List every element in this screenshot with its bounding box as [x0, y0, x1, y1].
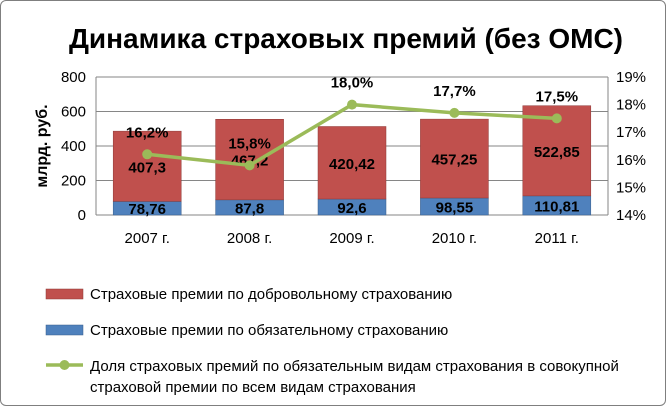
y2-tick-label: 19%: [616, 69, 646, 86]
legend-label-voluntary: Страховые премии по добровольному страхо…: [90, 286, 452, 303]
data-label-mandatory: 87,8: [235, 200, 264, 217]
data-label-share: 16,2%: [126, 124, 169, 141]
bar-voluntary: [215, 119, 284, 201]
y2-tick-label: 15%: [616, 179, 646, 196]
y-tick-label: 0: [78, 207, 86, 224]
data-label-share: 18,0%: [331, 75, 374, 92]
legend-swatch-voluntary: [45, 288, 84, 300]
data-label-mandatory: 78,76: [128, 201, 166, 218]
data-label-mandatory: 92,6: [337, 200, 366, 217]
bar-voluntary: [112, 130, 182, 202]
share-point: [244, 160, 255, 171]
bar-voluntary: [317, 126, 387, 200]
data-label-voluntary: 407,3: [128, 159, 166, 176]
data-label-share: 17,5%: [536, 88, 579, 105]
share-point: [142, 149, 153, 160]
y-tick-label: 400: [61, 138, 86, 155]
y-tick-label: 600: [61, 104, 86, 121]
data-label-voluntary: 420,42: [329, 156, 375, 173]
y2-tick-label: 17%: [616, 124, 646, 141]
legend: Страховые премии по добровольному страхо…: [45, 286, 619, 396]
plot-area: 0 200 400 600 800 14% 15% 16% 17% 18% 19% 78,76 407,…: [61, 69, 646, 247]
data-label-share: 17,7%: [433, 83, 476, 100]
y-axis-label: млрд. руб.: [34, 104, 51, 187]
x-tick-label: 2010 г.: [432, 230, 477, 247]
legend-label-share-line1: Доля страховых премий по обязательным ви…: [90, 358, 619, 375]
y-tick-label: 200: [61, 173, 86, 190]
x-tick-label: 2007 г.: [125, 230, 170, 247]
y2-tick-label: 16%: [616, 152, 646, 169]
share-point: [347, 99, 357, 110]
x-tick-label: 2011 г.: [535, 230, 579, 247]
legend-label-share-line2: страховой премии по всем видам страхован…: [90, 379, 416, 396]
data-label-voluntary: 457,25: [431, 152, 477, 169]
y2-tick-label: 14%: [616, 207, 646, 224]
x-tick-label: 2009 г.: [329, 230, 374, 247]
legend-swatch-share-marker: [59, 360, 70, 370]
legend-swatch-mandatory: [45, 324, 84, 336]
share-point: [551, 113, 562, 124]
legend-label-mandatory: Страховые премии по обязательному страхо…: [90, 322, 448, 339]
share-point: [449, 107, 460, 118]
data-label-mandatory: 110,81: [534, 198, 579, 215]
bar-voluntary: [420, 118, 489, 199]
data-label-share: 15,8%: [228, 135, 271, 152]
data-label-voluntary: 522,85: [534, 144, 580, 161]
x-tick-label: 2008 г.: [227, 230, 272, 247]
chart-title: Динамика страховых премий (без ОМС): [69, 23, 623, 54]
data-label-mandatory: 98,55: [436, 200, 474, 217]
y-tick-label: 800: [61, 69, 86, 86]
y2-tick-label: 18%: [616, 97, 646, 114]
